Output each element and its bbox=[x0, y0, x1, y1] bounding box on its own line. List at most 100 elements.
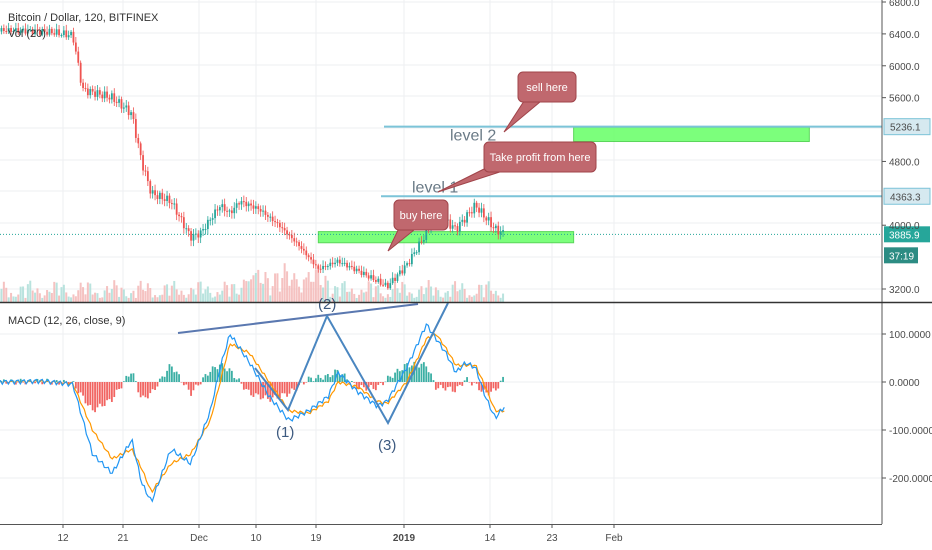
current-price-tag bbox=[884, 226, 930, 243]
macd-histogram bbox=[0, 361, 504, 413]
macd-hist-bar-139 bbox=[326, 374, 329, 382]
macd-hist-bar-44 bbox=[98, 382, 101, 404]
candle-body-61 bbox=[139, 143, 142, 156]
candle-body-179 bbox=[422, 239, 425, 242]
macd-hist-bar-20 bbox=[41, 382, 44, 385]
callouts[interactable]: buy here Take profit from here sell here bbox=[387, 71, 597, 252]
elliott-wave[interactable]: (1) (2) (3) bbox=[177, 296, 449, 454]
candle-body-199 bbox=[470, 212, 473, 214]
x-tick-label-6: 14 bbox=[484, 533, 496, 544]
volume-bars bbox=[0, 263, 505, 302]
level-tag-text-0: 5236.1 bbox=[890, 123, 921, 134]
macd-tick-label-1: 0.0000 bbox=[889, 378, 920, 389]
wave-label-3: (3) bbox=[378, 437, 396, 454]
candle-body-140 bbox=[329, 262, 332, 267]
macd-hist-bar-102 bbox=[238, 378, 240, 382]
candle-body-133 bbox=[312, 259, 315, 265]
macd-hist-bar-55 bbox=[125, 375, 128, 382]
macd-hist-bar-69 bbox=[158, 378, 161, 382]
candle-body-16 bbox=[31, 29, 34, 35]
volume-bar-84 bbox=[194, 294, 197, 302]
macd-hist-bar-83 bbox=[192, 382, 195, 391]
macd-hist-bar-9 bbox=[14, 382, 17, 385]
volume-bar-122 bbox=[286, 271, 289, 302]
macd-hist-bar-114 bbox=[266, 382, 269, 399]
macd-hist-bar-203 bbox=[480, 382, 483, 392]
macd-hist-bar-24 bbox=[50, 382, 53, 385]
candle-body-5 bbox=[5, 31, 8, 33]
macd-hist-bar-184 bbox=[434, 382, 437, 390]
volume-bar-102 bbox=[238, 294, 241, 302]
volume-bar-46 bbox=[103, 290, 106, 302]
level-lines[interactable]: level 1 level 2 bbox=[0, 125, 882, 235]
macd-hist-bar-110 bbox=[257, 382, 260, 395]
candle-body-32 bbox=[70, 31, 72, 36]
candle-body-148 bbox=[348, 265, 351, 268]
candle-body-19 bbox=[38, 30, 41, 35]
candle-body-7 bbox=[10, 27, 12, 32]
candle-body-22 bbox=[46, 31, 48, 35]
candle-body-136 bbox=[319, 268, 322, 270]
volume-bar-186 bbox=[439, 296, 442, 302]
volume-bar-15 bbox=[29, 280, 32, 302]
candle-body-86 bbox=[199, 230, 202, 238]
candle-body-21 bbox=[43, 29, 46, 32]
volume-bar-178 bbox=[420, 286, 423, 302]
candle-body-89 bbox=[206, 219, 209, 230]
volume-bar-120 bbox=[281, 278, 284, 302]
countdown-tag bbox=[884, 247, 918, 264]
volume-bar-28 bbox=[60, 287, 63, 302]
volume-bar-212 bbox=[502, 293, 505, 302]
macd-hist-bar-65 bbox=[149, 382, 152, 394]
macd-hist-bar-169 bbox=[398, 371, 401, 382]
macd-hist-bar-21 bbox=[43, 381, 46, 383]
macd-hist-bar-180 bbox=[425, 366, 428, 382]
volume-bar-22 bbox=[46, 290, 49, 302]
candle-body-201 bbox=[475, 202, 478, 208]
macd-hist-bar-189 bbox=[446, 382, 449, 388]
candle-body-157 bbox=[370, 275, 372, 279]
level-tag-0 bbox=[883, 118, 931, 136]
volume-bar-89 bbox=[206, 286, 209, 302]
macd-hist-bar-91 bbox=[211, 366, 214, 382]
candle-body-104 bbox=[242, 201, 245, 203]
macd-hist-bar-126 bbox=[295, 382, 298, 391]
candle-body-134 bbox=[314, 264, 317, 266]
candle-body-24 bbox=[50, 28, 53, 34]
volume-label: Vol (20) bbox=[8, 28, 46, 40]
candle-body-163 bbox=[384, 282, 387, 286]
macd-hist-bar-198 bbox=[468, 382, 471, 383]
macd-hist-bar-133 bbox=[312, 381, 315, 382]
x-tick-label-8: Feb bbox=[605, 533, 623, 544]
volume-bar-98 bbox=[228, 296, 231, 302]
candle-body-36 bbox=[79, 62, 82, 83]
volume-bar-112 bbox=[262, 283, 265, 302]
zone-1 bbox=[573, 126, 810, 143]
price-tick-label-5: 4000.0 bbox=[889, 221, 920, 232]
volume-bar-107 bbox=[250, 279, 253, 302]
volume-bar-181 bbox=[427, 280, 430, 302]
volume-bar-87 bbox=[202, 293, 205, 302]
macd-hist-bar-161 bbox=[379, 382, 382, 383]
candle-body-119 bbox=[278, 222, 281, 228]
zones[interactable] bbox=[317, 126, 810, 244]
macd-hist-bar-35 bbox=[77, 382, 80, 394]
volume-bar-137 bbox=[322, 287, 325, 302]
candle-body-35 bbox=[77, 51, 80, 63]
macd-hist-bar-84 bbox=[194, 382, 197, 385]
candle-body-50 bbox=[113, 93, 116, 102]
candle-body-139 bbox=[326, 266, 329, 268]
volume-bar-132 bbox=[310, 281, 313, 302]
volume-bar-68 bbox=[156, 297, 159, 302]
volume-bar-135 bbox=[317, 267, 320, 302]
macd-hist-bar-119 bbox=[278, 382, 281, 399]
candle-body-52 bbox=[118, 99, 120, 103]
candle-body-13 bbox=[24, 28, 27, 34]
candle-body-203 bbox=[480, 208, 483, 213]
candle-body-26 bbox=[55, 29, 58, 35]
candle-body-180 bbox=[425, 229, 428, 240]
candle-body-107 bbox=[250, 203, 252, 206]
volume-bar-103 bbox=[240, 287, 243, 302]
macd-hist-bar-39 bbox=[86, 382, 89, 406]
